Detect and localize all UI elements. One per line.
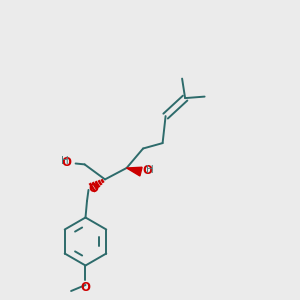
Polygon shape [127, 167, 142, 176]
Text: O: O [62, 156, 72, 169]
Text: H: H [61, 156, 69, 166]
Text: O: O [89, 182, 99, 195]
Text: O: O [142, 164, 152, 177]
Text: O: O [80, 281, 91, 294]
Text: H: H [146, 165, 154, 175]
